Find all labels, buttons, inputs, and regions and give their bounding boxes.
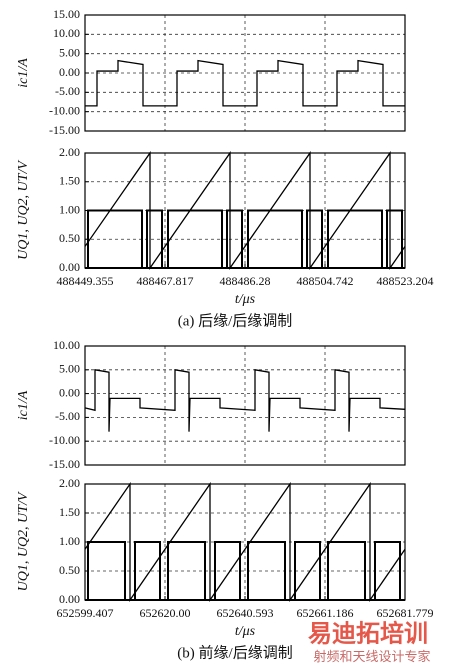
x-axis-label: t/μs — [235, 292, 256, 307]
plot-frame — [84, 14, 406, 132]
y-tick-label: 0.50 — [59, 563, 80, 577]
y-tick-label: 5.00 — [59, 45, 80, 59]
y-axis-label: UQ1, UQ2, UT/V — [16, 491, 31, 591]
y-tick-label: 0.00 — [59, 592, 80, 606]
y-tick-label: -15.00 — [49, 457, 80, 471]
series-line — [85, 541, 405, 601]
x-axis-label: t/μs — [235, 624, 256, 639]
y-tick-label: 0.00 — [59, 260, 80, 274]
y-tick-label: 2.00 — [59, 476, 80, 490]
plot-frame — [84, 345, 406, 466]
y-tick-label: 10.00 — [53, 26, 80, 40]
x-tick-label: 652661.186 — [297, 606, 354, 620]
y-tick-label: -10.00 — [49, 433, 80, 447]
y-tick-label: 10.00 — [53, 338, 80, 352]
y-tick-label: 0.50 — [59, 231, 80, 245]
x-tick-label: 652620.00 — [140, 606, 191, 620]
y-tick-label: -10.00 — [49, 103, 80, 117]
x-tick-label: 488467.817 — [136, 274, 193, 288]
series-line — [85, 209, 405, 269]
x-tick-label: 488449.355 — [57, 274, 114, 288]
y-tick-label: 1.00 — [59, 534, 80, 548]
y-axis-label: ic1/A — [16, 390, 31, 420]
y-tick-label: -5.00 — [55, 84, 80, 98]
x-tick-label: 652681.779 — [377, 606, 434, 620]
series-line — [84, 369, 406, 432]
x-tick-label: 488523.204 — [377, 274, 434, 288]
watermark-slogan: 射频和天线设计专家 — [313, 649, 430, 664]
y-tick-label: -15.00 — [49, 123, 80, 137]
y-axis-label: UQ1, UQ2, UT/V — [16, 160, 31, 260]
series-line — [85, 541, 405, 601]
x-tick-label: 652599.407 — [57, 606, 114, 620]
x-tick-label: 488504.742 — [297, 274, 354, 288]
series-line — [85, 209, 405, 269]
watermark-brand: 易迪拓培训 — [308, 620, 428, 648]
y-tick-label: 1.50 — [59, 505, 80, 519]
series-line — [85, 59, 405, 107]
y-tick-label: 1.50 — [59, 174, 80, 188]
y-tick-label: 5.00 — [59, 362, 80, 376]
caption: (a) 后缘/后缘调制 — [178, 312, 293, 329]
y-tick-label: 1.00 — [59, 202, 80, 216]
y-tick-label: 15.00 — [53, 7, 80, 21]
y-tick-label: 0.00 — [59, 385, 80, 399]
y-axis-label: ic1/A — [16, 58, 31, 88]
y-tick-label: 2.00 — [59, 145, 80, 159]
y-tick-label: -5.00 — [55, 409, 80, 423]
y-tick-label: 0.00 — [59, 65, 80, 79]
caption: (b) 前缘/后缘调制 — [177, 644, 292, 661]
x-tick-label: 652640.593 — [217, 606, 274, 620]
x-tick-label: 488486.28 — [220, 274, 271, 288]
